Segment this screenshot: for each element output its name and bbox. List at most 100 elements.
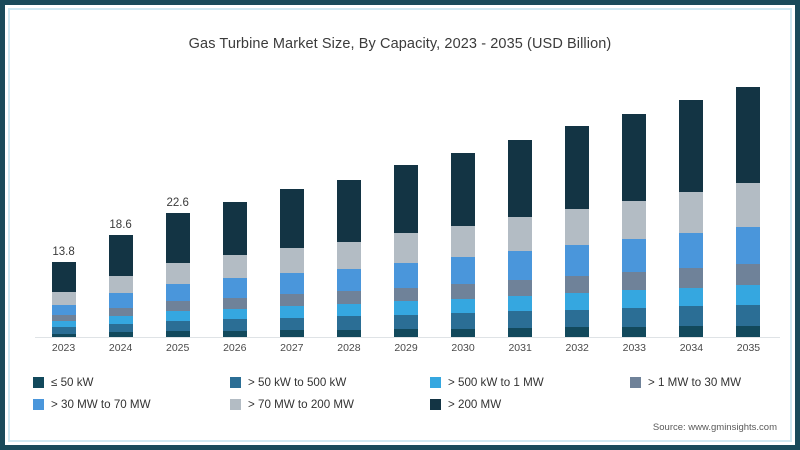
bar-column[interactable]: 22.6 <box>165 197 190 338</box>
bar-segment[interactable] <box>565 309 590 328</box>
bar-segment[interactable] <box>451 225 476 258</box>
bar-segment[interactable] <box>336 329 361 338</box>
bar-segment[interactable] <box>336 316 361 330</box>
bar-segment[interactable] <box>279 273 304 295</box>
bar-segment[interactable] <box>508 251 533 280</box>
bar-segment[interactable] <box>622 238 647 273</box>
bar-segment[interactable] <box>736 304 761 326</box>
bar-segment[interactable] <box>679 287 704 307</box>
bar-segment[interactable] <box>736 226 761 265</box>
bar-segment[interactable] <box>565 327 590 338</box>
bar-segment[interactable] <box>394 287 418 302</box>
bar-segment[interactable] <box>565 244 590 276</box>
bar-segment[interactable] <box>736 284 761 305</box>
bar-segment[interactable] <box>222 202 247 256</box>
bar-segment[interactable] <box>108 307 133 316</box>
bar-segment[interactable] <box>222 255 247 279</box>
bar-segment[interactable] <box>565 126 590 209</box>
bar-segment[interactable] <box>508 295 533 312</box>
bar-segment[interactable] <box>451 153 476 226</box>
bar-segment[interactable] <box>679 232 704 269</box>
bar-segment[interactable] <box>165 311 190 321</box>
bar-segment[interactable] <box>279 317 304 331</box>
bar-segment[interactable] <box>394 233 418 263</box>
legend-item[interactable]: > 30 MW to 70 MW <box>33 398 151 411</box>
legend-item[interactable]: > 500 kW to 1 MW <box>430 376 544 389</box>
bar-segment[interactable] <box>451 298 476 314</box>
bar-segment[interactable] <box>394 301 418 315</box>
bar-column[interactable]: 13.8 <box>51 246 76 338</box>
bar-segment[interactable] <box>508 217 533 252</box>
bar-segment[interactable] <box>508 279 533 296</box>
bar-segment[interactable] <box>279 189 304 249</box>
bar-segment[interactable] <box>679 191 704 233</box>
bar-segment[interactable] <box>622 200 647 239</box>
bar-segment[interactable] <box>622 114 647 201</box>
bar-segment[interactable] <box>51 292 76 305</box>
bar-segment[interactable] <box>165 320 190 332</box>
bar-segment[interactable] <box>451 257 476 284</box>
bar-segment[interactable] <box>222 308 247 320</box>
bar-segment[interactable] <box>394 329 418 338</box>
bar-segment[interactable] <box>336 242 361 269</box>
bar-column[interactable] <box>394 165 418 338</box>
bar-segment[interactable] <box>108 275 133 294</box>
bar-segment[interactable] <box>679 99 704 192</box>
bar-segment[interactable] <box>565 275 590 294</box>
legend-item[interactable]: ≤ 50 kW <box>33 376 93 389</box>
bar-segment[interactable] <box>279 306 304 318</box>
bar-segment[interactable] <box>108 293 133 308</box>
bar-segment[interactable] <box>394 262 418 288</box>
bar-segment[interactable] <box>336 268 361 292</box>
bar-segment[interactable] <box>165 301 190 312</box>
bar-segment[interactable] <box>279 330 304 338</box>
bar-segment[interactable] <box>108 332 133 338</box>
bar-segment[interactable] <box>679 268 704 288</box>
bar-segment[interactable] <box>108 234 133 276</box>
bar-segment[interactable] <box>508 328 533 338</box>
bar-segment[interactable] <box>222 319 247 331</box>
bar-segment[interactable] <box>508 139 533 218</box>
bar-segment[interactable] <box>451 328 476 338</box>
bar-column[interactable] <box>336 179 361 338</box>
bar-segment[interactable] <box>622 272 647 291</box>
bar-segment[interactable] <box>736 182 761 227</box>
bar-column[interactable] <box>679 99 704 338</box>
bar-segment[interactable] <box>736 264 761 285</box>
bar-segment[interactable] <box>51 261 76 293</box>
bar-segment[interactable] <box>51 321 76 327</box>
bar-segment[interactable] <box>222 278 247 298</box>
bar-column[interactable] <box>565 126 590 338</box>
bar-column[interactable] <box>736 86 761 338</box>
bar-segment[interactable] <box>279 294 304 307</box>
bar-segment[interactable] <box>51 304 76 316</box>
bar-segment[interactable] <box>51 326 76 334</box>
bar-segment[interactable] <box>394 314 418 330</box>
bar-column[interactable] <box>222 202 247 338</box>
bar-segment[interactable] <box>622 326 647 338</box>
bar-segment[interactable] <box>165 331 190 338</box>
bar-segment[interactable] <box>622 308 647 327</box>
bar-column[interactable] <box>451 153 476 338</box>
bar-segment[interactable] <box>51 333 76 338</box>
bar-segment[interactable] <box>336 291 361 305</box>
bar-column[interactable]: 18.6 <box>108 219 133 338</box>
bar-segment[interactable] <box>679 306 704 327</box>
legend-item[interactable]: > 200 MW <box>430 398 501 411</box>
bar-column[interactable] <box>622 114 647 338</box>
bar-column[interactable] <box>279 189 304 338</box>
bar-segment[interactable] <box>165 283 190 302</box>
bar-segment[interactable] <box>451 313 476 329</box>
bar-segment[interactable] <box>222 297 247 309</box>
bar-column[interactable] <box>508 139 533 338</box>
bar-segment[interactable] <box>165 212 190 263</box>
bar-segment[interactable] <box>736 86 761 183</box>
bar-segment[interactable] <box>336 179 361 243</box>
bar-segment[interactable] <box>736 325 761 338</box>
bar-segment[interactable] <box>451 283 476 299</box>
bar-segment[interactable] <box>565 208 590 245</box>
bar-segment[interactable] <box>222 330 247 338</box>
bar-segment[interactable] <box>279 248 304 274</box>
bar-segment[interactable] <box>565 293 590 310</box>
legend-item[interactable]: > 50 kW to 500 kW <box>230 376 346 389</box>
